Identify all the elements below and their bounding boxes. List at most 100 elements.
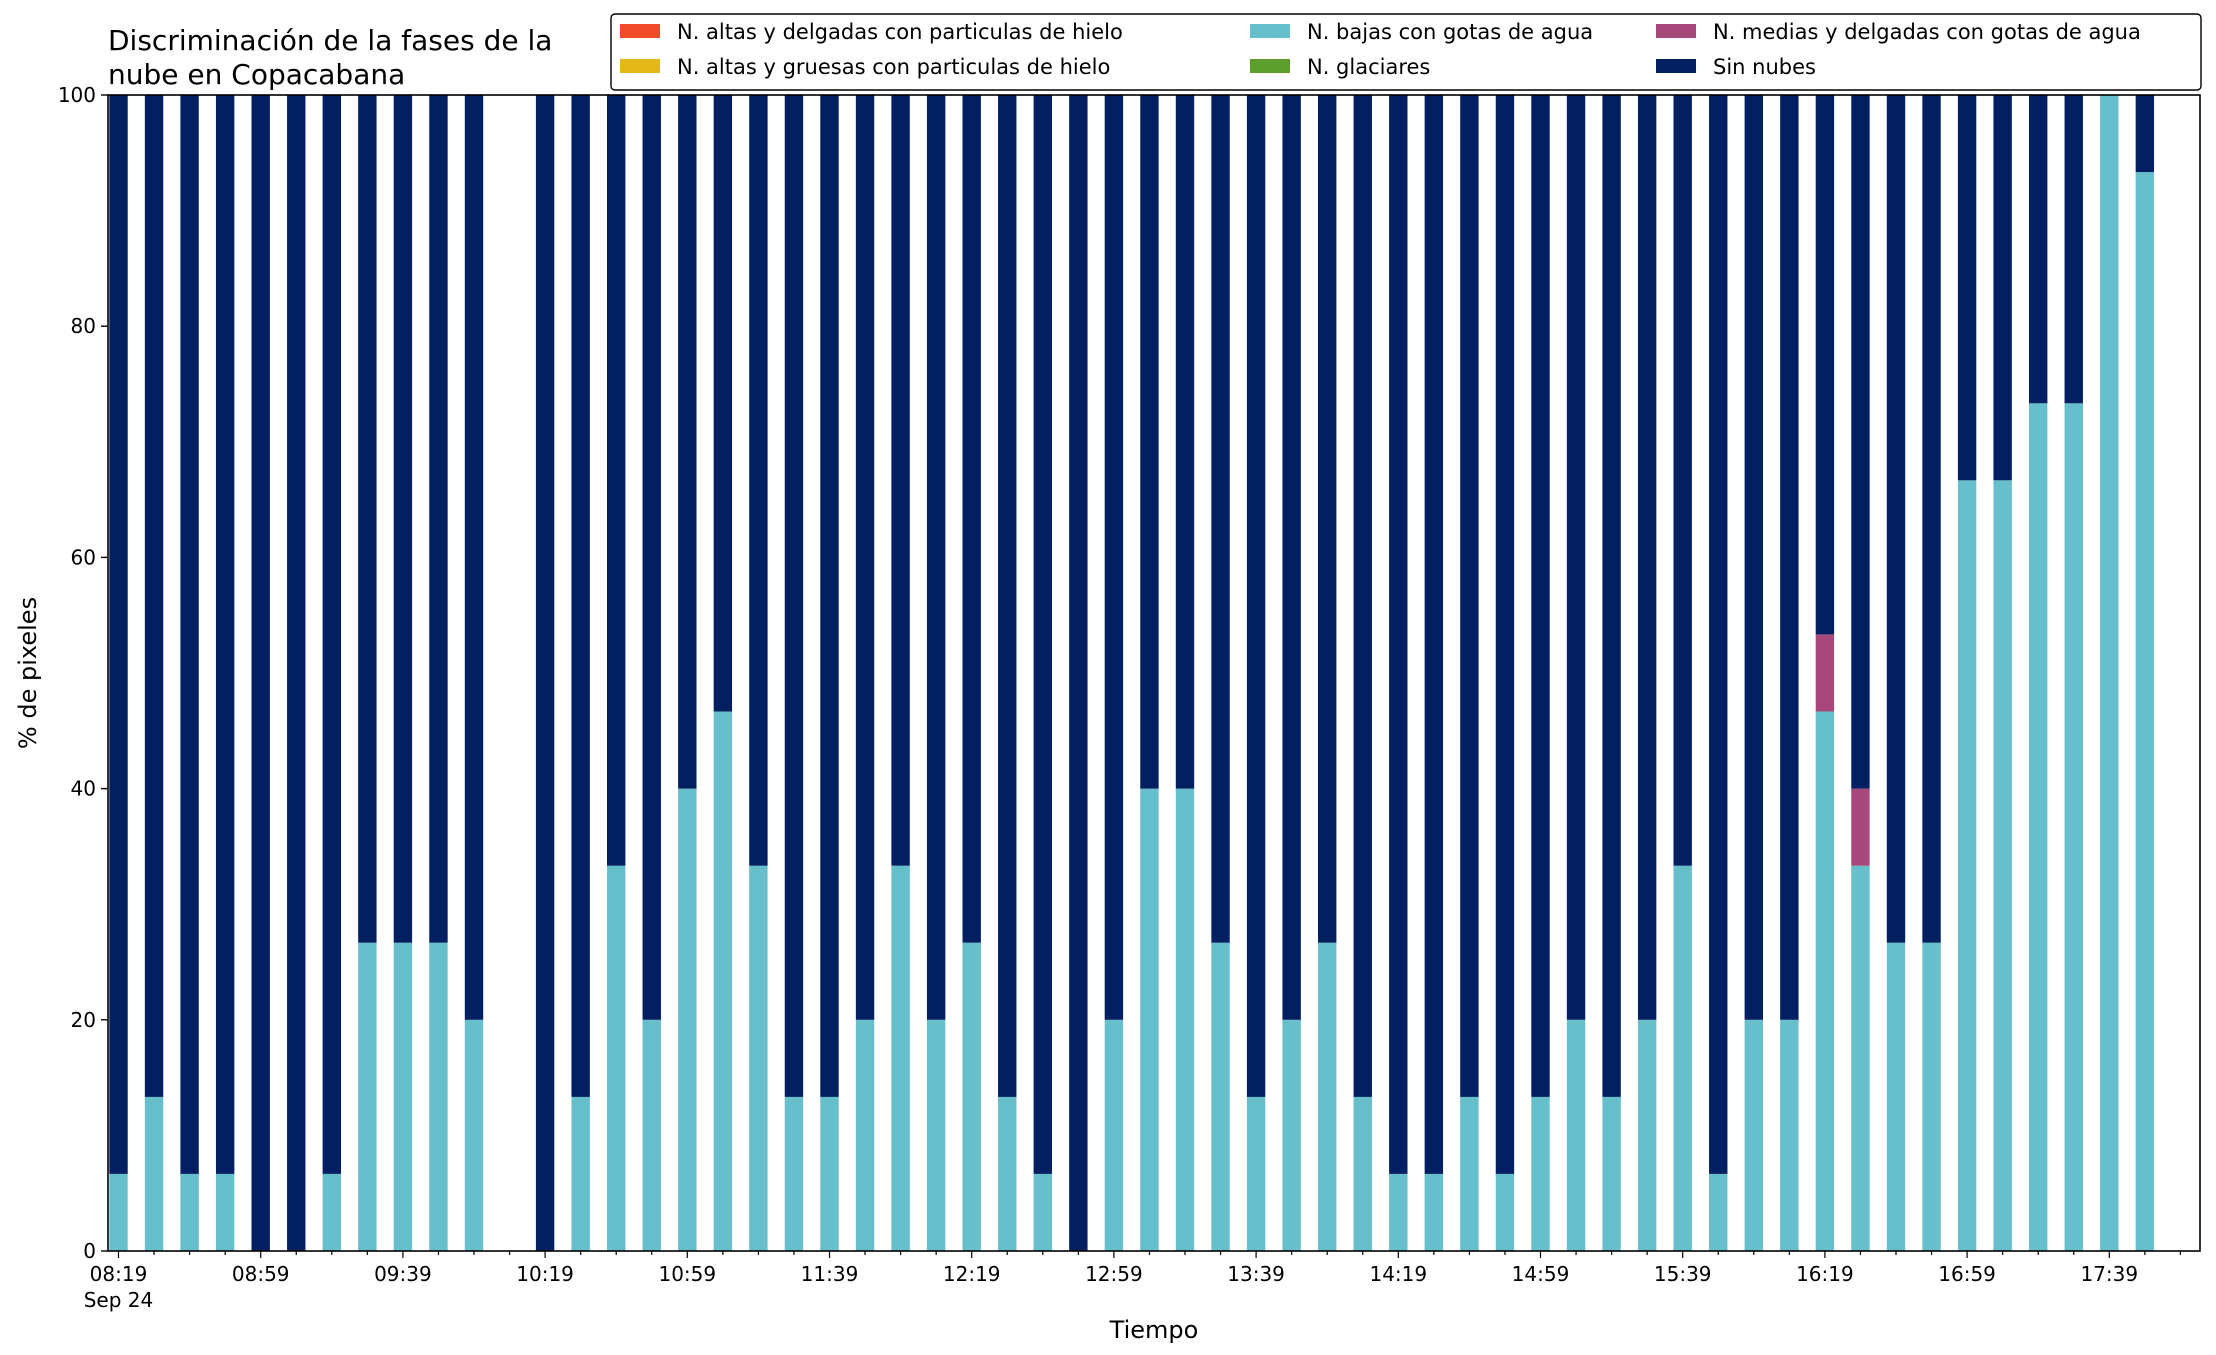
bar-segment (891, 865, 910, 1251)
bar-segment (2064, 95, 2083, 404)
bar-segment (1033, 1173, 1052, 1251)
bar-segment (1211, 95, 1230, 943)
bar-segment (607, 95, 626, 866)
bar-segment (1389, 95, 1408, 1174)
bar-segment (215, 1173, 235, 1251)
legend-label: N. bajas con gotas de agua (1307, 20, 1593, 44)
legend: N. altas y delgadas con particulas de hi… (610, 13, 2202, 91)
bar-segment (287, 95, 306, 1251)
bar-segment (1069, 95, 1088, 1251)
bar-segment (1993, 95, 2012, 481)
bar-segment (1637, 95, 1657, 1020)
bar-segment (1922, 95, 1941, 943)
bar-segment (535, 95, 555, 1251)
legend-box (610, 13, 2202, 91)
bar-segment (2029, 95, 2048, 404)
bar-segment (1175, 788, 1195, 1251)
x-tick-label: 14:19 (1369, 1262, 1427, 1286)
bar-segment (713, 95, 733, 712)
bar-segment (998, 95, 1017, 1097)
bar-segment (1033, 95, 1052, 1174)
x-tick-label: 17:39 (2080, 1262, 2138, 1286)
bar-segment (180, 1173, 199, 1251)
bar-segment (251, 95, 270, 1251)
bar-segment (1140, 788, 1159, 1251)
bar-segment (1957, 95, 1977, 481)
bar-segment (1353, 95, 1372, 1097)
bar-segment (109, 95, 128, 1174)
axes-layer (101, 94, 2201, 1258)
bar-segment (607, 865, 626, 1251)
bar-segment (322, 1173, 341, 1251)
legend-label: N. medias y delgadas con gotas de agua (1713, 20, 2141, 44)
bar-segment (1566, 1019, 1586, 1251)
plot-frame (107, 94, 2201, 1252)
bar-segment (571, 1096, 590, 1251)
bar-segment (1673, 95, 1692, 866)
legend-label: N. altas y delgadas con particulas de hi… (677, 20, 1123, 44)
x-tick-label: 10:59 (658, 1262, 716, 1286)
bar-segment (2064, 403, 2083, 1251)
bar-segment (1851, 95, 1870, 789)
x-tick-label: 11:39 (801, 1262, 859, 1286)
bar-segment (1922, 942, 1941, 1251)
bar-segment (855, 95, 875, 1020)
bar-segment (109, 1173, 128, 1251)
bar-segment (393, 95, 413, 943)
y-axis-label: % de pixeles (14, 597, 42, 749)
legend-swatch (1250, 24, 1290, 38)
x-tick-label: 08:59 (232, 1262, 290, 1286)
bar-segment (1566, 95, 1586, 1020)
bar-segment (642, 1019, 661, 1251)
bar-segment (1531, 1096, 1550, 1251)
bar-segment (1709, 1173, 1728, 1251)
bar-segment (962, 942, 981, 1251)
bar-segment (1353, 1096, 1372, 1251)
bar-segment (1744, 95, 1763, 1020)
bar-segment (1389, 1173, 1408, 1251)
bar-segment (358, 942, 377, 1251)
x-tick-label: 15:39 (1654, 1262, 1712, 1286)
bar-segment (1531, 95, 1550, 1097)
bar-segment (1246, 95, 1266, 1097)
bar-segment (1851, 788, 1870, 866)
bar-segment (1780, 1019, 1799, 1251)
bar-segment (926, 95, 946, 1020)
bar-segment (1424, 1173, 1444, 1251)
bar-segment (2100, 95, 2119, 1251)
bar-segment (2135, 172, 2155, 1252)
y-tick-label: 40 (71, 777, 96, 801)
legend-label: N. glaciares (1307, 55, 1430, 79)
y-tick-label: 80 (71, 314, 96, 338)
bar-segment (1744, 1019, 1763, 1251)
bar-segment (749, 95, 768, 866)
bar-segment (1709, 95, 1728, 1174)
bar-segment (820, 95, 839, 1097)
x-tick-label: 14:59 (1512, 1262, 1570, 1286)
x-tick-label: 16:59 (1938, 1262, 1996, 1286)
bar-segment (1673, 865, 1692, 1251)
bar-segment (180, 95, 199, 1174)
y-tick-label: 60 (71, 545, 96, 569)
bar-segment (749, 865, 768, 1251)
bar-segment (1460, 1096, 1479, 1251)
bar-segment (1602, 95, 1621, 1097)
bar-segment (1602, 1096, 1621, 1251)
bar-segment (678, 95, 697, 789)
bar-segment (1957, 480, 1977, 1251)
bar-segment (784, 1096, 804, 1251)
y-tick-label: 20 (71, 1008, 96, 1032)
bar-segment (1211, 942, 1230, 1251)
legend-label: Sin nubes (1713, 55, 1816, 79)
bar-segment (1886, 942, 1906, 1251)
bar-segment (784, 95, 804, 1097)
bar-segment (1246, 1096, 1266, 1251)
x-tick-label: 10:19 (516, 1262, 574, 1286)
x-tick-label: 13:39 (1227, 1262, 1285, 1286)
bar-segment (2029, 403, 2048, 1251)
chart-title: Discriminación de la fases de la nube en … (108, 24, 552, 91)
legend-swatch (1250, 59, 1290, 73)
x-date-label: Sep 24 (84, 1288, 154, 1312)
bar-segment (713, 711, 733, 1251)
